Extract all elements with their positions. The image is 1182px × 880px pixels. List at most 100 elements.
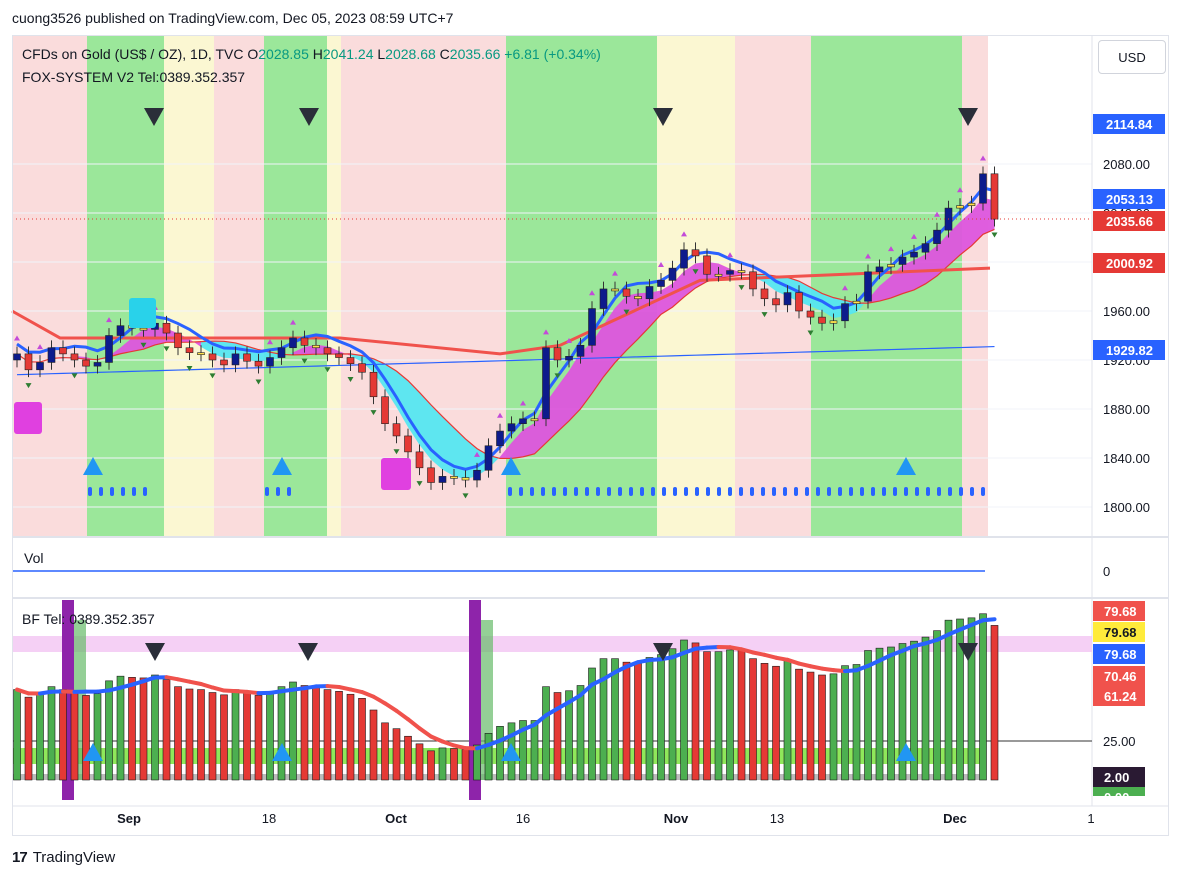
candle-body (680, 249, 688, 269)
buy-signal-icon (83, 457, 103, 475)
trend-dot-icon (88, 487, 92, 496)
x-axis-tick: Nov (664, 811, 689, 826)
osc-bar (944, 619, 953, 781)
osc-signal-line (854, 663, 870, 673)
osc-bar (496, 726, 504, 781)
candle-body (116, 325, 125, 336)
osc-signal-line (544, 706, 560, 718)
osc-signal-line (877, 653, 893, 663)
cloud-segment (557, 370, 569, 432)
osc-signal-line (498, 733, 514, 743)
osc-signal-line (613, 664, 629, 675)
publisher-header: cuong3526 published on TradingView.com, … (12, 10, 454, 26)
trend-dot-icon (662, 487, 666, 496)
osc-buy-icon (272, 743, 292, 761)
candle-body (369, 371, 378, 398)
up-marker-icon (980, 155, 986, 161)
legend-value: 2028.85 (258, 46, 313, 62)
trend-dot-icon (827, 487, 831, 496)
candle-body (841, 303, 849, 322)
trend-dot-icon (607, 487, 611, 496)
osc-bar (864, 650, 872, 781)
x-axis-tick: 16 (516, 811, 530, 826)
down-marker-icon (209, 373, 216, 379)
trend-dot-icon (926, 487, 930, 496)
up-marker-icon (543, 329, 549, 335)
sell-signal-icon (958, 108, 978, 126)
osc-signal-line (601, 670, 617, 682)
x-axis-tick: 18 (262, 811, 276, 826)
trend-dot-icon (585, 487, 589, 496)
candle-body (668, 267, 677, 281)
up-marker-icon (934, 211, 940, 217)
candle-body (496, 430, 504, 447)
osc-bar (668, 648, 677, 781)
osc-level-tag (1093, 666, 1145, 686)
footer-brand[interactable]: 17 TradingView (12, 849, 115, 866)
candle-body (990, 173, 999, 220)
candle-body (323, 347, 332, 355)
candle-body (852, 300, 861, 304)
osc-signal-line (578, 682, 594, 698)
price-tag-label: 2000.92 (1106, 256, 1153, 271)
osc-bar (197, 689, 205, 781)
osc-bar (220, 694, 228, 781)
candle-body (254, 360, 263, 367)
osc-bar (381, 722, 389, 781)
candle-body (473, 469, 481, 481)
label-box-icon (14, 402, 42, 434)
osc-bar (162, 679, 171, 781)
candle-body (197, 352, 205, 355)
candle-body (346, 357, 355, 364)
candle-body (910, 251, 918, 258)
down-marker-icon (324, 367, 331, 373)
trend-dot-icon (508, 487, 512, 496)
osc-level-tag (1093, 644, 1145, 664)
trend-zone (214, 36, 264, 536)
osc-bar (105, 680, 113, 781)
up-marker-icon (14, 335, 20, 341)
candle-body (818, 316, 826, 324)
trend-dot-icon (287, 487, 291, 496)
cloud-segment (879, 276, 891, 302)
x-axis-tick: 13 (770, 811, 784, 826)
tradingview-logo-icon: 17 (12, 849, 28, 866)
down-marker-icon (140, 342, 147, 348)
candle-body (484, 445, 493, 471)
osc-bar (576, 685, 585, 781)
osc-signal-line (670, 650, 686, 660)
osc-bar (438, 747, 447, 781)
candle-body (47, 347, 56, 363)
volume-pane-label: Vol (24, 550, 43, 566)
chart-frame (12, 35, 1169, 836)
down-marker-icon (761, 312, 768, 318)
osc-signal-line (360, 690, 376, 699)
candle-body (450, 476, 458, 479)
candle-body (208, 353, 217, 361)
osc-bar (358, 698, 366, 781)
osc-bar (588, 667, 596, 781)
candle-body (588, 308, 596, 346)
osc-level-tag (1093, 767, 1145, 787)
osc-signal-line (521, 722, 537, 732)
trend-dot-icon (860, 487, 864, 496)
candle-body (335, 353, 343, 358)
candle-body (714, 273, 723, 277)
currency-button[interactable]: USD (1098, 40, 1166, 74)
trend-zone (164, 36, 214, 536)
sell-signal-icon (144, 108, 164, 126)
ma-blue-fast (16, 186, 995, 471)
x-axis-tick: Oct (385, 811, 407, 826)
candle-body (657, 280, 665, 287)
osc-level-tag (1093, 622, 1145, 642)
up-marker-icon (497, 412, 503, 418)
trend-dot-icon (937, 487, 941, 496)
price-tag (1093, 211, 1165, 231)
osc-bar (519, 720, 527, 781)
osc-level-label: 70.46 (1104, 669, 1137, 684)
legend-value: C (440, 46, 450, 62)
cloud-segment (960, 211, 972, 255)
cloud-segment (615, 295, 627, 363)
osc-signal-line (130, 679, 146, 687)
